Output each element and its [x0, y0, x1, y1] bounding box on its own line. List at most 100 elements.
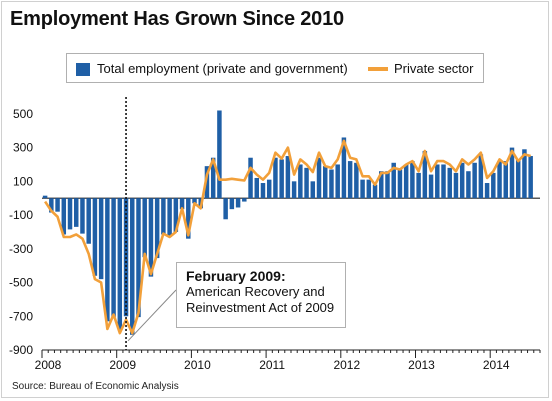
bar-total-2012-10 — [397, 169, 403, 199]
bar-total-2013-04 — [435, 164, 440, 199]
bar-total-2008-08 — [86, 198, 91, 244]
bar-total-2012-03 — [354, 162, 359, 199]
bar-total-2008-04 — [61, 198, 67, 235]
bar-total-2012-12 — [410, 161, 415, 199]
bar-total-2011-08 — [310, 181, 316, 199]
bar-total-2012-11 — [403, 164, 409, 199]
bar-total-2013-05 — [441, 164, 446, 199]
y-tick-label: -900 — [9, 343, 33, 357]
bar-total-2013-09 — [466, 171, 471, 199]
bar-total-2011-03 — [279, 159, 284, 199]
y-tick-label: -300 — [9, 242, 33, 256]
bar-total-2013-03 — [428, 174, 434, 199]
bar-total-2008-11 — [105, 198, 110, 322]
bar-total-2008-12 — [111, 198, 116, 318]
bar-total-2008-06 — [74, 198, 79, 227]
bar-total-2011-10 — [323, 166, 328, 199]
bar-total-2008-10 — [98, 198, 104, 280]
source-note: Source: Bureau of Economic Analysis — [12, 381, 179, 392]
x-year-label: 2013 — [408, 358, 435, 372]
x-year-label: 2012 — [333, 358, 360, 372]
bar-total-2013-10 — [472, 162, 477, 199]
bar-total-2011-11 — [329, 169, 334, 199]
bar-total-2011-04 — [285, 156, 291, 199]
bar-total-2012-05 — [366, 179, 372, 199]
bar-total-2011-02 — [273, 157, 278, 199]
bar-total-2012-01 — [341, 137, 347, 199]
bar-total-2014-07 — [528, 156, 533, 199]
bar-total-2011-01 — [266, 179, 272, 199]
bar-total-2009-01 — [117, 198, 123, 330]
bar-total-2011-05 — [291, 181, 297, 199]
bar-total-2009-04 — [136, 198, 141, 318]
bar-total-2009-11 — [179, 198, 185, 210]
bar-total-2010-04 — [210, 157, 216, 199]
y-tick-label: 100 — [13, 174, 33, 188]
bar-total-2008-02 — [49, 198, 54, 213]
bar-total-2008-05 — [67, 198, 73, 230]
x-year-label: 2009 — [109, 358, 136, 372]
bar-total-2012-06 — [372, 184, 378, 199]
bar-total-2011-07 — [304, 167, 309, 199]
bar-total-2008-01 — [42, 195, 48, 199]
y-tick-label: -100 — [9, 208, 33, 222]
bar-total-2011-12 — [335, 164, 340, 199]
x-year-label: 2014 — [483, 358, 510, 372]
bar-total-2010-05 — [217, 110, 222, 199]
x-year-label: 2011 — [259, 358, 285, 372]
bar-total-2008-07 — [80, 198, 85, 234]
bar-total-2013-06 — [447, 167, 452, 199]
bar-total-2012-08 — [385, 171, 390, 199]
legend-swatch-private — [368, 67, 388, 71]
legend-label-private: Private sector — [394, 61, 474, 76]
bar-total-2014-02 — [497, 161, 502, 199]
annotation-pointer — [127, 289, 177, 342]
bar-total-2009-09 — [167, 198, 172, 237]
bar-total-2014-01 — [491, 172, 496, 199]
bar-total-2010-07 — [229, 198, 235, 210]
bar-total-2012-04 — [360, 179, 365, 199]
x-year-label: 2008 — [35, 358, 62, 372]
legend-label-total: Total employment (private and government… — [97, 61, 348, 76]
bar-total-2009-05 — [142, 198, 147, 258]
y-tick-label: 500 — [13, 107, 33, 121]
bar-total-2009-06 — [148, 198, 154, 277]
bar-total-2009-10 — [173, 198, 179, 232]
bar-total-2014-06 — [522, 149, 527, 199]
bar-total-2010-08 — [235, 198, 241, 208]
annotation-box: February 2009: American Recovery and Rei… — [176, 262, 346, 328]
annotation-line-1: American Recovery and — [186, 284, 325, 299]
chart-title: Employment Has Grown Since 2010 — [10, 8, 344, 30]
bar-total-2013-11 — [478, 154, 484, 199]
y-tick-label: 300 — [13, 141, 33, 155]
y-tick-label: -700 — [9, 309, 33, 323]
bar-total-2012-09 — [391, 162, 396, 199]
bar-total-2013-02 — [422, 150, 428, 199]
bar-total-2013-07 — [453, 172, 459, 199]
bar-total-2010-12 — [260, 183, 266, 199]
bar-total-2010-06 — [223, 198, 228, 220]
bar-total-2009-12 — [186, 198, 191, 239]
bar-total-2009-08 — [161, 198, 166, 235]
bar-total-2009-07 — [154, 198, 160, 259]
bar-total-2010-11 — [254, 177, 259, 199]
annotation-heading: February 2009: — [186, 268, 286, 284]
bar-total-2013-01 — [416, 172, 421, 199]
bar-total-2010-09 — [242, 198, 247, 202]
x-year-label: 2010 — [184, 358, 211, 372]
bar-total-2008-09 — [92, 198, 98, 276]
bar-total-2013-12 — [484, 183, 490, 199]
bar-total-2012-02 — [347, 161, 353, 199]
y-tick-label: -500 — [9, 276, 33, 290]
bar-total-2010-10 — [248, 157, 253, 199]
bar-total-2009-03 — [130, 198, 135, 335]
bar-total-2014-05 — [515, 159, 521, 199]
bar-total-2010-01 — [192, 198, 197, 204]
bar-total-2014-03 — [503, 161, 508, 199]
legend-swatch-total — [76, 63, 90, 76]
bar-total-2010-03 — [204, 166, 210, 199]
legend: Total employment (private and government… — [66, 53, 484, 83]
annotation-line-2: Reinvestment Act of 2009 — [186, 300, 335, 315]
